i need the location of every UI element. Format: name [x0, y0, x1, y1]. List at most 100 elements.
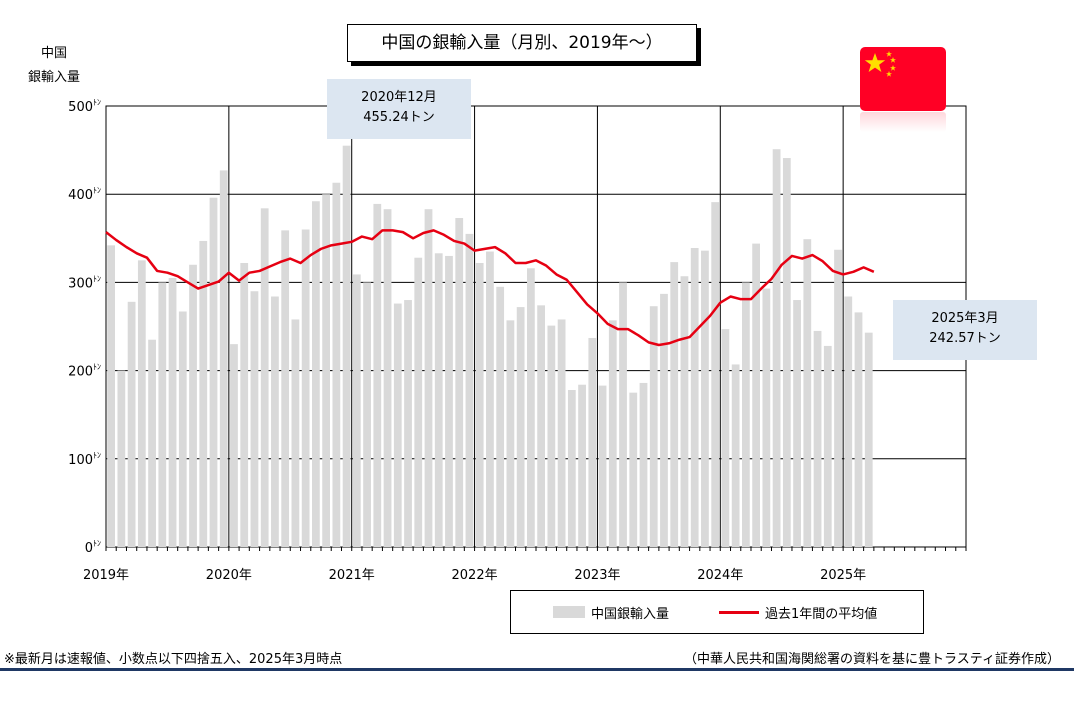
bar: [823, 345, 832, 547]
bar: [557, 319, 566, 547]
bar: [649, 306, 658, 547]
source-note: （中華人民共和国海関総署の資料を基に豊トラスティ証券作成）: [684, 652, 1060, 667]
y-tick-unit: ﾄﾝ: [93, 363, 101, 372]
callout-latest-date: 2025年3月: [931, 311, 999, 326]
x-tick-label: 2025年: [820, 568, 866, 583]
bar: [506, 320, 515, 547]
bar: [619, 282, 627, 547]
bar: [455, 218, 464, 547]
bar: [219, 170, 228, 548]
bar: [148, 339, 156, 547]
bar: [322, 194, 331, 547]
bar: [199, 240, 208, 548]
bar: [158, 282, 167, 547]
bar: [168, 277, 177, 547]
y-tick-unit: ﾄﾝ: [93, 98, 101, 107]
bar: [608, 320, 617, 547]
bar: [526, 268, 535, 547]
callout-latest-value: 242.57トン: [929, 331, 1001, 346]
bar: [117, 370, 126, 547]
china-flag-icon: [860, 47, 946, 111]
callout-peak: 2020年12月 455.24トン: [327, 79, 471, 139]
bar: [127, 301, 136, 547]
bar: [465, 233, 474, 547]
bar: [178, 311, 187, 547]
bar: [844, 296, 853, 547]
footnote-left: ※最新月は速報値、小数点以下四捨五入、2025年3月時点: [4, 652, 343, 667]
average-line: [105, 229, 875, 347]
x-tick-label: 2021年: [329, 568, 375, 583]
y-tick-label: 100ﾄﾝ: [68, 451, 101, 468]
bar: [424, 209, 433, 547]
bar: [741, 282, 750, 547]
y-tick-label: 300ﾄﾝ: [68, 274, 101, 291]
bar: [537, 305, 546, 547]
bar: [721, 329, 730, 547]
bar: [250, 291, 259, 547]
bar: [793, 300, 801, 547]
bar: [496, 286, 505, 547]
china-flag-stars: [864, 51, 896, 77]
y-tick-unit: ﾄﾝ: [93, 451, 101, 460]
chart-legend: 中国銀輸入量 過去1年間の平均値: [510, 590, 924, 634]
bar: [690, 248, 699, 547]
bar: [639, 382, 648, 547]
bar: [352, 274, 361, 547]
y-tick-label: 200ﾄﾝ: [68, 363, 101, 380]
bar: [291, 319, 300, 547]
bar: [383, 209, 392, 547]
bar: [598, 385, 607, 547]
y-tick-unit: ﾄﾝ: [93, 186, 101, 195]
bar: [230, 344, 238, 547]
bar: [864, 332, 873, 547]
bar: [834, 249, 842, 548]
bar: [301, 229, 310, 548]
y-tick-label: 0ﾄﾝ: [85, 539, 101, 556]
bar: [260, 208, 269, 547]
callout-peak-value: 455.24トン: [363, 110, 435, 125]
y-axis-label-line1: 中国: [41, 46, 68, 61]
bar: [414, 257, 423, 547]
bar: [475, 262, 484, 547]
bar: [486, 251, 494, 547]
y-tick-unit: ﾄﾝ: [93, 274, 101, 283]
legend-swatch-bar: [553, 606, 585, 618]
bar: [434, 253, 443, 547]
bar: [588, 337, 597, 547]
bar: [107, 245, 116, 547]
bar: [660, 293, 668, 547]
legend-swatch-line: [719, 611, 759, 614]
x-tick-label: 2023年: [574, 568, 620, 583]
bar: [373, 203, 382, 548]
bar: [670, 262, 679, 547]
bar: [629, 392, 638, 547]
bar: [189, 264, 197, 547]
bar: [782, 158, 791, 547]
x-tick-label: 2020年: [206, 568, 252, 583]
bar: [547, 325, 556, 547]
bar: [332, 182, 341, 547]
legend-label-average: 過去1年間の平均値: [765, 607, 878, 622]
chart-title: 中国の銀輸入量（月別、2019年～）: [347, 24, 697, 62]
bottom-divider: [0, 668, 1074, 671]
bar: [854, 312, 863, 547]
bar: [393, 303, 402, 547]
legend-label-imports: 中国銀輸入量: [591, 607, 670, 622]
bar: [404, 300, 412, 547]
bar: [311, 201, 320, 548]
bar: [516, 307, 525, 547]
callout-latest: 2025年3月 242.57トン: [893, 300, 1037, 360]
bar: [680, 276, 689, 547]
bar: [762, 288, 771, 547]
y-tick-label: 500ﾄﾝ: [68, 98, 101, 115]
bar: [813, 330, 822, 547]
bar: [363, 282, 371, 547]
bar: [731, 364, 740, 547]
bar: [342, 145, 351, 547]
bar: [701, 250, 709, 547]
line-series-average: [105, 229, 875, 347]
flag-reflection: [860, 112, 946, 132]
bar: [803, 239, 812, 547]
bar: [281, 230, 290, 547]
